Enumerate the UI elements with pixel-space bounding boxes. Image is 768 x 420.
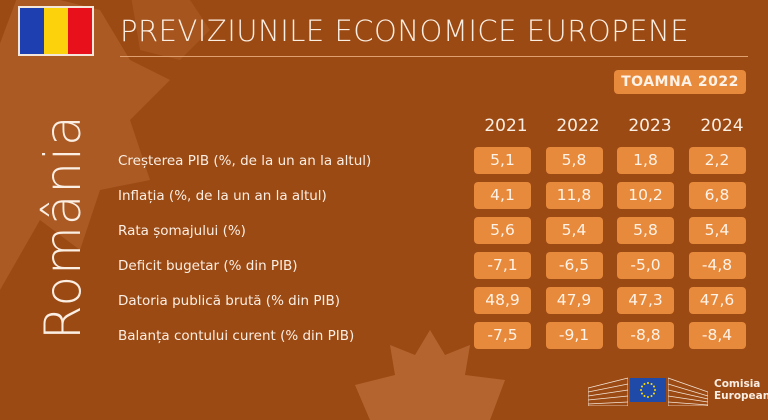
value-cell: -7,1 bbox=[474, 252, 531, 279]
eu-flag-icon bbox=[630, 378, 666, 402]
value-cell: -7,5 bbox=[474, 322, 531, 349]
table-row-public-debt: Datoria publică brută (% din PIB) 48,9 4… bbox=[118, 287, 760, 314]
value-cell: 5,8 bbox=[545, 147, 603, 174]
value-cell: 47,3 bbox=[617, 287, 674, 314]
value-cell: -8,4 bbox=[688, 322, 746, 349]
table-row-unemployment: Rata șomajului (%) 5,6 5,4 5,8 5,4 bbox=[118, 217, 760, 244]
value-cell: 5,4 bbox=[688, 217, 746, 244]
european-commission-logo: Comisia Europeană bbox=[588, 374, 768, 406]
year-2023: 2023 bbox=[628, 116, 672, 136]
year-header: 2021 2022 2023 2024 bbox=[472, 116, 760, 136]
commission-building-icon bbox=[588, 377, 628, 406]
row-label: Inflația (%, de la un an la altul) bbox=[118, 187, 327, 204]
value-cell: 47,6 bbox=[688, 287, 746, 314]
row-label: Balanța contului curent (% din PIB) bbox=[118, 327, 355, 344]
value-cell: 5,1 bbox=[474, 147, 531, 174]
value-cell: 10,2 bbox=[617, 182, 674, 209]
season-badge: TOAMNA 2022 bbox=[614, 70, 746, 94]
value-cell: -8,8 bbox=[617, 322, 674, 349]
country-name: România bbox=[34, 114, 92, 340]
table-row-budget-deficit: Deficit bugetar (% din PIB) -7,1 -6,5 -5… bbox=[118, 252, 760, 279]
year-2024: 2024 bbox=[700, 116, 744, 136]
value-cell: 1,8 bbox=[617, 147, 674, 174]
title-divider bbox=[120, 56, 748, 57]
table-row-inflation: Inflația (%, de la un an la altul) 4,1 1… bbox=[118, 182, 760, 209]
value-cell: -4,8 bbox=[688, 252, 746, 279]
row-label: Creșterea PIB (%, de la un an la altul) bbox=[118, 152, 372, 169]
logo-line-2: Europeană bbox=[714, 390, 768, 402]
value-cell: 4,1 bbox=[474, 182, 531, 209]
commission-building-icon bbox=[668, 377, 708, 406]
logo-text: Comisia Europeană bbox=[714, 378, 768, 402]
table-row-gdp-growth: Creșterea PIB (%, de la un an la altul) … bbox=[118, 147, 760, 174]
value-cell: 2,2 bbox=[688, 147, 746, 174]
value-cell: -9,1 bbox=[545, 322, 603, 349]
page-title: PREVIZIUNILE ECONOMICE EUROPENE bbox=[120, 14, 690, 48]
row-label: Rata șomajului (%) bbox=[118, 222, 246, 239]
logo-line-1: Comisia bbox=[714, 378, 761, 390]
value-cell: 48,9 bbox=[474, 287, 531, 314]
row-label: Datoria publică brută (% din PIB) bbox=[118, 292, 341, 309]
year-2022: 2022 bbox=[556, 116, 600, 136]
row-label: Deficit bugetar (% din PIB) bbox=[118, 257, 298, 274]
value-cell: 5,6 bbox=[474, 217, 531, 244]
year-2021: 2021 bbox=[484, 116, 528, 136]
value-cell: -6,5 bbox=[545, 252, 603, 279]
forecast-table: Creșterea PIB (%, de la un an la altul) … bbox=[118, 147, 760, 357]
value-cell: 6,8 bbox=[688, 182, 746, 209]
table-row-current-account: Balanța contului curent (% din PIB) -7,5… bbox=[118, 322, 760, 349]
romania-flag bbox=[18, 6, 94, 56]
value-cell: -5,0 bbox=[617, 252, 674, 279]
value-cell: 5,8 bbox=[617, 217, 674, 244]
value-cell: 11,8 bbox=[545, 182, 603, 209]
value-cell: 5,4 bbox=[545, 217, 603, 244]
value-cell: 47,9 bbox=[545, 287, 603, 314]
